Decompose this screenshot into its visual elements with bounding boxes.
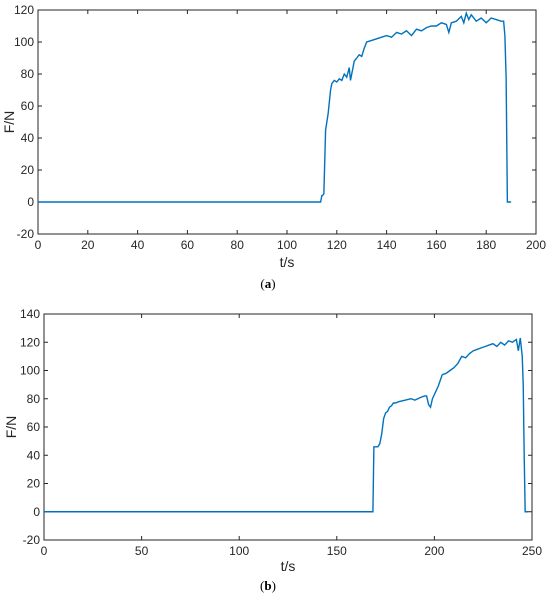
x-tick-label: 180 (476, 238, 496, 252)
x-tick-label: 20 (81, 238, 95, 252)
x-axis-label-b: t/s (281, 558, 296, 574)
series-line-a (38, 10, 512, 203)
y-tick-label: -20 (23, 533, 41, 547)
svg-text:(b): (b) (260, 578, 276, 593)
plot-area-b (43, 313, 533, 541)
y-ticks-a: -20 0 20 40 60 80 100 120 (14, 3, 536, 241)
y-axis-label-b: F/N (3, 416, 19, 439)
y-axis-label-a: F/N (1, 111, 17, 134)
x-tick-label: 80 (231, 238, 245, 252)
y-tick-label: 100 (20, 364, 40, 378)
series-line-b (44, 337, 529, 513)
x-tick-label: 140 (377, 238, 397, 252)
x-tick-label: 200 (526, 238, 546, 252)
x-tick-label: 250 (522, 544, 542, 558)
x-tick-label: 200 (424, 544, 444, 558)
y-tick-label: 120 (14, 3, 34, 17)
chart-a: 0 20 40 60 80 100 120 140 160 180 200 -20020406080… (1, 3, 546, 270)
y-tick-label: 140 (20, 307, 40, 321)
x-tick-label: 160 (426, 238, 446, 252)
plot-area-a (37, 9, 537, 235)
y-tick-label: 0 (33, 505, 40, 519)
caption-b: (b) (260, 578, 276, 593)
y-tick-label: 20 (27, 477, 41, 491)
x-tick-label: 40 (131, 238, 145, 252)
y-tick-label: 100 (14, 35, 34, 49)
x-tick-label: 100 (229, 544, 249, 558)
x-tick-label: 60 (181, 238, 195, 252)
y-tick-label: 40 (21, 131, 35, 145)
x-tick-label: 50 (135, 544, 149, 558)
svg-text:(a): (a) (260, 276, 275, 291)
y-tick-label: 80 (27, 392, 41, 406)
caption-a: (a) (260, 276, 275, 291)
y-tick-label: 60 (21, 99, 35, 113)
y-tick-label: 0 (27, 195, 34, 209)
y-tick-label: 120 (20, 335, 40, 349)
x-ticks-b: 0 50 100 150 200 250 (41, 314, 542, 558)
y-tick-label: 80 (21, 67, 35, 81)
y-tick-label: 60 (27, 420, 41, 434)
y-tick-label: -20 (17, 227, 35, 241)
x-axis-label-a: t/s (280, 254, 295, 270)
x-tick-label: 0 (35, 238, 42, 252)
y-ticks-b: -20 0 20 40 60 80 100 120 140 (20, 307, 532, 547)
x-tick-label: 0 (41, 544, 48, 558)
y-tick-label: 20 (21, 163, 35, 177)
x-tick-label: 150 (327, 544, 347, 558)
x-ticks-a: 0 20 40 60 80 100 120 140 160 180 200 (35, 10, 546, 252)
x-tick-label: 100 (277, 238, 297, 252)
y-tick-label: 40 (27, 448, 41, 462)
x-tick-label: 120 (327, 238, 347, 252)
